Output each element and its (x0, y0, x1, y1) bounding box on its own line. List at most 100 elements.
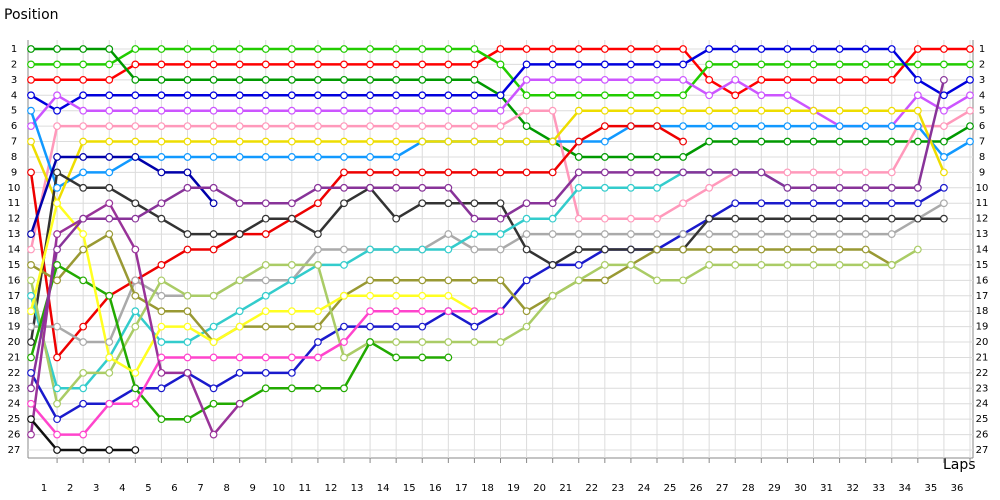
point (53, 446, 61, 454)
point (574, 60, 583, 69)
y-tick-label: 21 (8, 352, 21, 363)
x-tick-label: 11 (299, 483, 312, 494)
point (27, 60, 35, 69)
point (157, 122, 166, 131)
point (731, 45, 740, 53)
point (522, 75, 531, 84)
point (53, 384, 61, 393)
point (209, 91, 218, 100)
point (861, 230, 870, 238)
point (183, 137, 192, 146)
point (27, 399, 35, 408)
point (418, 60, 427, 69)
point (392, 214, 401, 223)
point (940, 153, 948, 161)
point (522, 307, 531, 316)
point (861, 245, 870, 254)
point (835, 261, 844, 269)
point (27, 261, 35, 269)
point (418, 353, 427, 362)
point (105, 214, 114, 223)
point (470, 214, 479, 223)
point (131, 60, 140, 69)
point (574, 45, 583, 53)
point (966, 91, 974, 100)
point (27, 45, 35, 53)
point (913, 137, 922, 146)
point (235, 75, 244, 84)
point (261, 368, 270, 377)
point (209, 245, 218, 254)
point (679, 199, 687, 208)
point (235, 307, 244, 316)
point (314, 384, 322, 393)
point (105, 291, 114, 300)
y-tick-label: 3 (11, 75, 17, 86)
point (731, 230, 740, 238)
y-tick-label: 15 (8, 260, 21, 271)
y-tick-label: 26 (8, 430, 21, 441)
point (705, 122, 714, 131)
point (79, 368, 88, 377)
point (444, 199, 453, 208)
point (496, 214, 505, 223)
point (444, 91, 453, 100)
x-tick-label: 25 (664, 483, 677, 494)
point (574, 153, 583, 161)
point (887, 230, 896, 238)
point (731, 106, 740, 115)
point (913, 214, 922, 223)
point (183, 45, 192, 53)
point (131, 307, 140, 316)
point (627, 60, 635, 69)
point (53, 75, 61, 84)
point (235, 91, 244, 100)
point (522, 91, 531, 100)
point (183, 307, 192, 316)
y-tick-label: 11 (8, 198, 21, 209)
point (79, 45, 88, 53)
point (79, 122, 88, 131)
point (235, 153, 244, 161)
point (966, 75, 974, 84)
point (705, 75, 714, 84)
y-tick-label: 12 (8, 214, 21, 225)
point (496, 245, 505, 254)
point (79, 230, 88, 238)
point (887, 106, 896, 115)
point (183, 415, 192, 424)
point (600, 230, 609, 238)
point (183, 75, 192, 84)
point (496, 276, 505, 285)
point (209, 353, 218, 362)
point (653, 168, 661, 177)
point (209, 153, 218, 161)
point (887, 75, 896, 84)
point (470, 45, 479, 53)
point (392, 137, 401, 146)
point (574, 230, 583, 238)
point (79, 153, 88, 161)
point (209, 430, 218, 439)
point (496, 307, 505, 316)
point (548, 291, 557, 300)
point (340, 261, 348, 269)
point (705, 45, 714, 53)
point (522, 230, 531, 238)
x-tick-label: 5 (145, 483, 151, 494)
point (548, 60, 557, 69)
point (53, 353, 61, 362)
point (157, 168, 166, 177)
series-line (29, 186, 945, 421)
y-tick-label: 25 (8, 414, 21, 425)
point (261, 261, 270, 269)
point (627, 261, 635, 269)
point (157, 106, 166, 115)
point (131, 45, 140, 53)
point (287, 322, 296, 331)
point (444, 230, 453, 238)
point (392, 353, 401, 362)
point (627, 75, 635, 84)
point (444, 338, 453, 346)
point (470, 75, 479, 84)
